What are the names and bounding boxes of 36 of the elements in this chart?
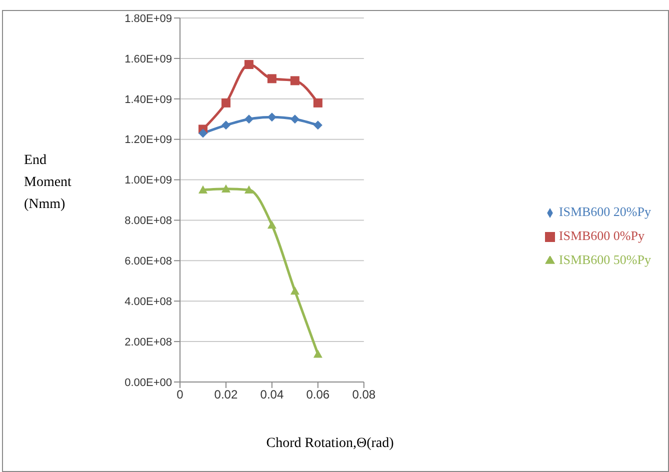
- y-tick-label: 1.40E+09: [124, 94, 172, 106]
- point: [198, 128, 208, 138]
- point: [221, 184, 230, 192]
- y-tick-label: 1.20E+09: [124, 134, 172, 146]
- point: [313, 120, 322, 130]
- point: [198, 185, 208, 194]
- point: [290, 114, 300, 124]
- point: [244, 60, 254, 70]
- point: [221, 120, 230, 130]
- y-tick-label: 6.00E+08: [124, 256, 172, 268]
- point: [221, 98, 230, 108]
- y-tick-label: 4.00E+08: [124, 296, 172, 308]
- point: [244, 114, 254, 124]
- x-tick-label: 0.06: [306, 388, 330, 402]
- x-axis-title: Chord Rotation,Θ(rad): [265, 436, 395, 452]
- legend-label: ISMB600 50%Py: [558, 252, 651, 267]
- y-tick-label: 8.00E+08: [124, 215, 172, 228]
- y-tick-label: 1.00E+09: [124, 174, 172, 187]
- x-tick-label: 0.08: [352, 388, 376, 402]
- y-tick-label: 1.60E+09: [124, 53, 172, 66]
- point: [267, 74, 276, 84]
- point: [290, 76, 300, 86]
- y-axis-title: End Moment (Nmm): [24, 152, 72, 214]
- y-tick-label: 0.00E+00: [124, 376, 172, 389]
- point: [267, 220, 276, 229]
- legend-label: ISMB600 20%Py: [558, 204, 651, 219]
- point: [290, 286, 300, 295]
- point: [313, 350, 322, 358]
- x-tick-label: 0: [176, 388, 184, 402]
- point: [313, 98, 322, 108]
- x-tick-label: 0.02: [214, 388, 238, 402]
- point: [244, 185, 254, 194]
- x-tick-label: 0.04: [260, 388, 284, 402]
- y-tick-label: 1.80E+09: [124, 12, 172, 25]
- y-tick-label: 2.00E+08: [124, 336, 172, 348]
- legend-label: ISMB600 0%Py: [558, 228, 644, 243]
